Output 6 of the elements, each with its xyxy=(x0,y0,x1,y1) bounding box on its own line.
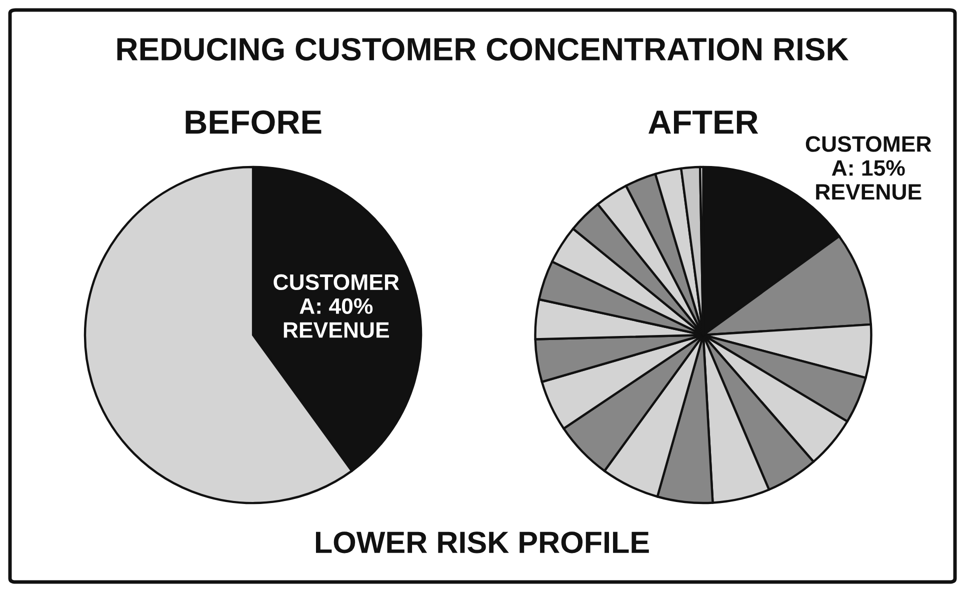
chart-subtitle: AFTER xyxy=(648,110,758,134)
chart-subtitle: BEFORE xyxy=(186,110,322,134)
text: LOWER RISK PROFILE xyxy=(316,532,649,554)
slice-label: CUSTOMER A: 40% REVENUE xyxy=(274,274,400,338)
chart-title: REDUCING CUSTOMER CONCENTRATION RISK xyxy=(117,38,848,61)
slice-label: CUSTOMER A: 15% REVENUE xyxy=(806,136,932,200)
